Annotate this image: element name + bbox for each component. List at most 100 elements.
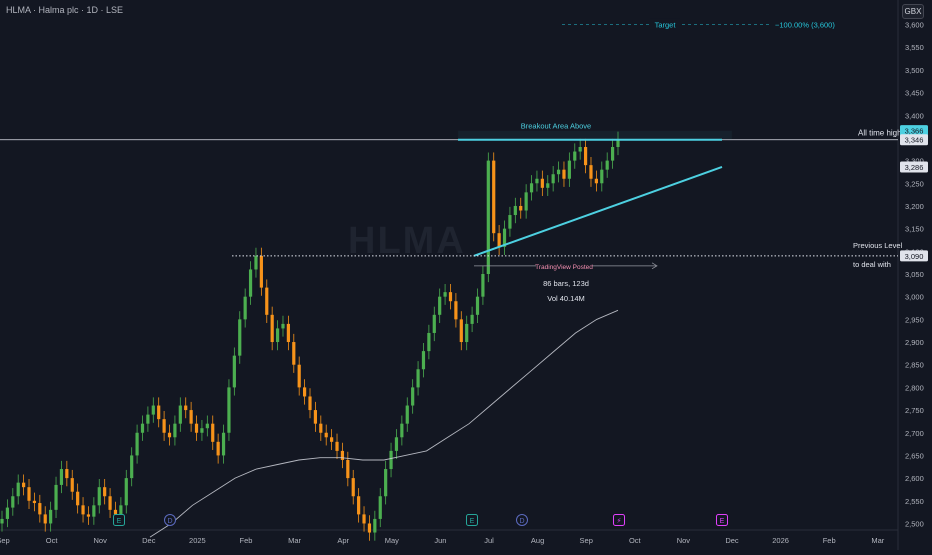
candle-body: [384, 469, 388, 497]
candle-body: [416, 369, 420, 388]
header-separator: ·: [78, 5, 87, 15]
candle-body: [448, 292, 453, 302]
candle-body: [103, 487, 107, 497]
candle-body: [438, 296, 442, 315]
y-tick-label: 2,900: [905, 338, 924, 347]
candle-body: [540, 178, 544, 188]
candle-body: [5, 507, 10, 519]
candle-body: [524, 192, 528, 211]
candle-body: [11, 496, 15, 508]
candle-body: [27, 487, 31, 501]
candle-body: [227, 387, 231, 433]
candle-body: [573, 151, 577, 161]
y-tick-label: 3,150: [905, 225, 924, 234]
candle-body: [508, 215, 512, 229]
y-tick-label: 3,500: [905, 66, 924, 75]
candle-body: [22, 482, 26, 488]
currency-button[interactable]: GBX: [902, 4, 924, 19]
candle-body: [184, 405, 188, 411]
event-marker-symbol: D: [519, 518, 524, 525]
candle-body: [54, 484, 58, 510]
candle-body: [529, 183, 534, 193]
candle-body: [502, 228, 507, 247]
y-tick-label: 3,000: [905, 293, 924, 302]
y-tick-label: 2,500: [905, 519, 924, 528]
price-badge: [900, 125, 928, 137]
candle-body: [340, 450, 345, 460]
candle-body: [497, 233, 501, 247]
candle-body: [292, 342, 296, 365]
y-tick-label: 2,850: [905, 361, 924, 370]
candle-body: [286, 323, 290, 343]
event-marker-symbol: E: [470, 518, 475, 525]
candle-body: [162, 419, 166, 433]
header-separator: ·: [98, 5, 107, 15]
candle-body: [600, 169, 604, 184]
event-markers: E D E D ⚡ E: [113, 514, 728, 526]
candle-body: [454, 301, 458, 320]
previous-level-label: Previous Level: [853, 241, 903, 250]
candle-body: [76, 491, 80, 506]
candle-body: [254, 255, 258, 270]
candle-body: [465, 323, 469, 343]
header-exchange: LSE: [106, 5, 124, 15]
x-tick-label: Oct: [629, 536, 642, 545]
y-tick-label: 2,650: [905, 451, 924, 460]
x-tick-label: Jun: [434, 536, 446, 545]
candle-body: [308, 396, 312, 411]
candle-body: [513, 205, 517, 216]
candle-body: [394, 437, 399, 451]
y-tick-label: 3,400: [905, 111, 924, 120]
candle-body: [92, 505, 96, 517]
y-tick-label: 3,050: [905, 270, 924, 279]
candle-body: [248, 269, 253, 297]
x-tick-label: Sep: [580, 536, 593, 545]
candle-body: [108, 496, 112, 510]
y-tick-label: 3,550: [905, 43, 924, 52]
price-badge: [900, 161, 928, 173]
posted-label-bg: [536, 260, 592, 271]
event-marker: [716, 514, 728, 526]
candle-body: [373, 518, 377, 533]
candle-body: [81, 505, 85, 515]
candle-body: [259, 255, 263, 288]
candle-body: [594, 178, 598, 184]
candle-body: [583, 147, 588, 166]
x-tick-label: Mar: [871, 536, 884, 545]
event-marker-symbol: D: [167, 518, 172, 525]
candle-body: [216, 441, 220, 456]
candle-body: [346, 459, 350, 479]
event-marker: [516, 514, 528, 526]
candle-body: [97, 487, 101, 506]
candle-body: [211, 423, 215, 442]
price-badge: [900, 134, 928, 146]
candle-body: [167, 432, 172, 438]
event-marker-symbol: E: [720, 518, 725, 525]
candle-body: [481, 274, 485, 297]
x-tick-label: Dec: [725, 536, 739, 545]
candle-body: [232, 355, 236, 388]
x-tick-label: May: [385, 536, 399, 545]
x-tick-label: Mar: [288, 536, 301, 545]
y-tick-label: 3,450: [905, 89, 924, 98]
price-badge-label: 3,286: [905, 163, 924, 172]
y-tick-label: 2,700: [905, 429, 924, 438]
x-tick-label: Aug: [531, 536, 544, 545]
candle-body: [519, 205, 523, 211]
candle-body: [432, 314, 436, 333]
posted-arrow-head: [651, 262, 658, 270]
candle-body: [389, 450, 393, 470]
candle-body: [411, 387, 415, 406]
x-tick-label: Feb: [823, 536, 836, 545]
candle-body: [151, 405, 155, 415]
candle-body: [551, 174, 555, 184]
moving-average-line: [149, 309, 619, 538]
candle-body: [443, 292, 447, 297]
target-label: Target: [655, 21, 677, 30]
candles: [0, 131, 620, 541]
target-label-bg: [650, 18, 680, 30]
x-tick-label: Feb: [240, 536, 253, 545]
candle-body: [610, 147, 615, 161]
